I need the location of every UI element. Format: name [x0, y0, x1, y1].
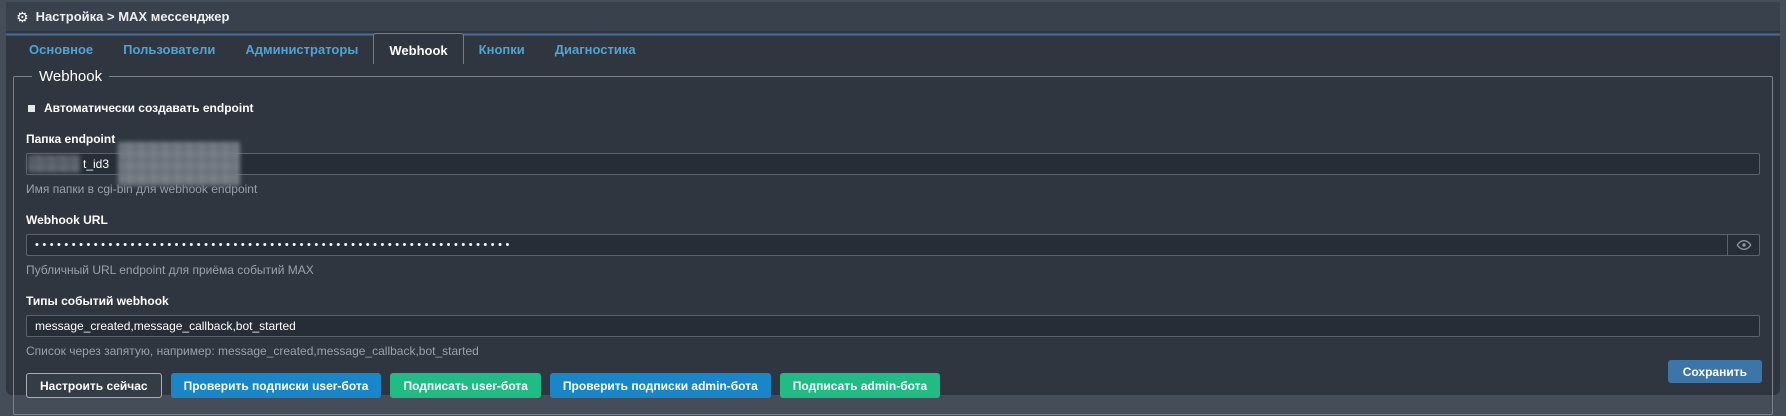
tab-administratory[interactable]: Администраторы: [245, 42, 359, 57]
fieldset-legend: Webhook: [39, 68, 103, 85]
auto-endpoint-label: Автоматически создавать endpoint: [44, 101, 254, 115]
subscribe-user-bot-button[interactable]: Подписать user-бота: [390, 373, 541, 398]
header-accent-line: [6, 33, 1780, 36]
webhook-url-help: Публичный URL endpoint для приёма событи…: [26, 263, 314, 277]
event-types-help: Список через запятую, например: message_…: [26, 344, 479, 358]
configure-now-button[interactable]: Настроить сейчас: [26, 373, 162, 398]
reveal-url-button[interactable]: [1728, 234, 1760, 256]
subscribe-admin-bot-button[interactable]: Подписать admin-бота: [779, 373, 941, 398]
page-title: Настройка > MAX мессенджер: [35, 9, 230, 24]
tab-bar: Основное Пользователи Администраторы Web…: [14, 33, 651, 64]
event-types-label: Типы событий webhook: [26, 294, 169, 308]
webhook-url-label: Webhook URL: [26, 213, 108, 227]
save-button[interactable]: Сохранить: [1667, 360, 1762, 383]
webhook-url-input[interactable]: [26, 234, 1728, 256]
tab-polzovateli[interactable]: Пользователи: [123, 42, 216, 57]
endpoint-folder-help: Имя папки в cgi-bin для webhook endpoint: [26, 182, 258, 196]
endpoint-folder-input[interactable]: [26, 153, 1760, 175]
tab-osnovnoe[interactable]: Основное: [29, 42, 94, 57]
tab-knopki[interactable]: Кнопки: [478, 42, 525, 57]
eye-icon: [1736, 239, 1751, 251]
tab-webhook[interactable]: Webhook: [373, 33, 464, 64]
action-buttons-row: Настроить сейчас Проверить подписки user…: [26, 373, 1760, 398]
endpoint-folder-label: Папка endpoint: [26, 132, 116, 146]
checkbox-icon[interactable]: [28, 104, 35, 112]
webhook-fieldset: Webhook Автоматически создавать endpoint…: [13, 68, 1773, 415]
auto-endpoint-option[interactable]: Автоматически создавать endpoint: [28, 101, 1760, 115]
endpoint-folder-field: t_id3: [26, 142, 1760, 186]
tab-diagnostika[interactable]: Диагностика: [554, 42, 636, 57]
check-user-bot-subscriptions-button[interactable]: Проверить подписки user-бота: [170, 373, 382, 398]
check-admin-bot-subscriptions-button[interactable]: Проверить подписки admin-бота: [549, 373, 771, 398]
page-header: ⚙ Настройка > MAX мессенджер: [6, 2, 1780, 31]
event-types-input[interactable]: [26, 315, 1760, 337]
webhook-url-field: [26, 234, 1760, 256]
main-panel: ⚙ Настройка > MAX мессенджер Основное По…: [6, 2, 1780, 415]
gear-icon: ⚙: [16, 8, 29, 25]
